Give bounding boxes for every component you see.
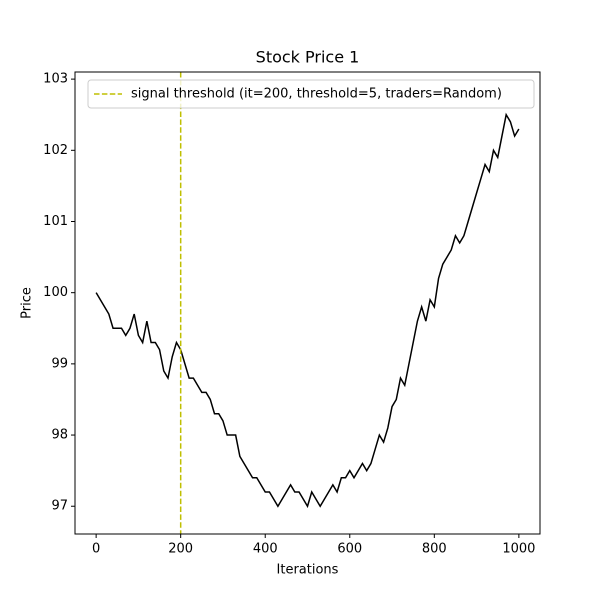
x-axis-label: Iterations bbox=[277, 563, 339, 578]
y-tick-label: 100 bbox=[43, 285, 68, 300]
x-tick-label: 400 bbox=[253, 542, 278, 557]
y-tick-label: 98 bbox=[51, 428, 68, 443]
y-axis-label: Price bbox=[20, 287, 35, 319]
x-tick-label: 0 bbox=[92, 542, 100, 557]
y-tick-label: 99 bbox=[51, 356, 68, 371]
y-tick-label: 101 bbox=[43, 214, 68, 229]
chart-title: Stock Price 1 bbox=[256, 48, 360, 67]
x-tick-label: 800 bbox=[422, 542, 447, 557]
legend-box bbox=[87, 79, 535, 109]
x-tick-label: 600 bbox=[337, 542, 362, 557]
y-tick-label: 97 bbox=[51, 499, 68, 514]
y-tick-label: 103 bbox=[43, 72, 68, 87]
legend-label: signal threshold (it=200, threshold=5, t… bbox=[131, 87, 502, 102]
y-tick-label: 102 bbox=[43, 143, 68, 158]
price-line bbox=[95, 112, 520, 509]
x-tick-label: 200 bbox=[168, 542, 193, 557]
plot-frame bbox=[74, 71, 541, 535]
x-tick-label: 1000 bbox=[502, 542, 535, 557]
